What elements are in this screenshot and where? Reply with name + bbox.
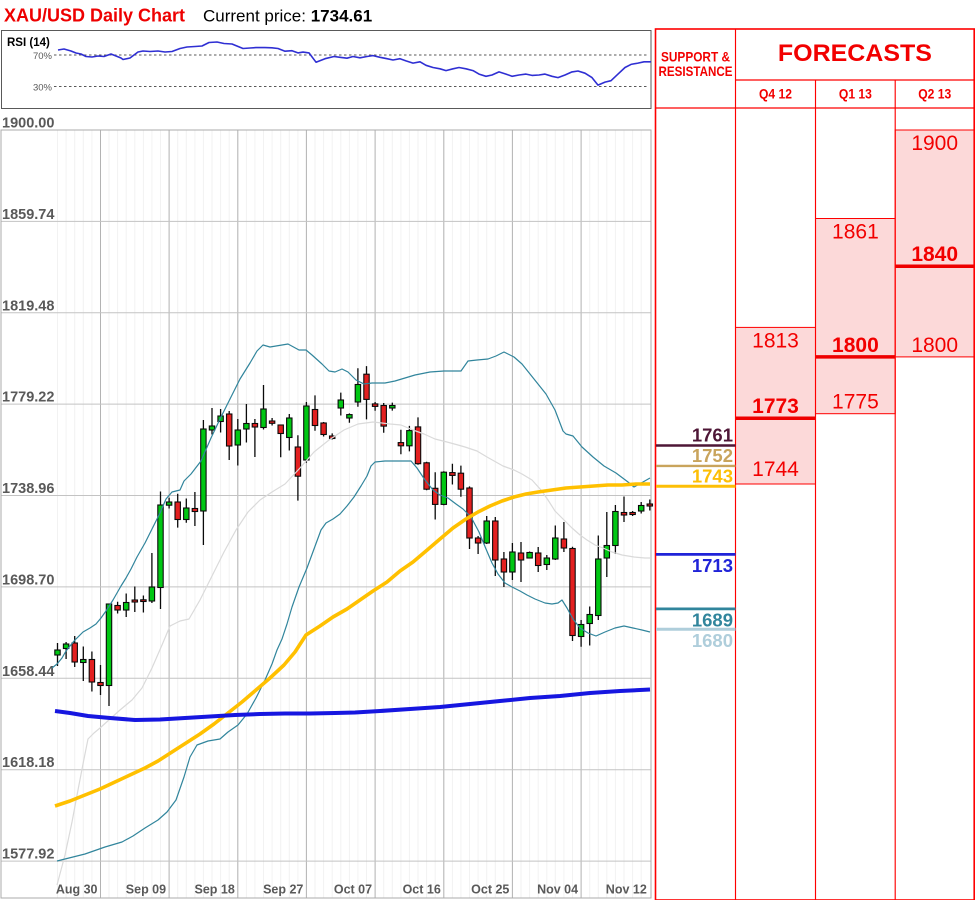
svg-text:1761: 1761 xyxy=(692,425,733,446)
svg-text:Nov 04: Nov 04 xyxy=(537,883,578,897)
svg-text:1618.18: 1618.18 xyxy=(2,755,54,771)
svg-text:Oct 16: Oct 16 xyxy=(403,883,441,897)
svg-text:Sep 18: Sep 18 xyxy=(194,883,234,897)
svg-text:1840: 1840 xyxy=(911,243,958,266)
svg-text:Q4 12: Q4 12 xyxy=(759,86,792,102)
svg-text:Q1 13: Q1 13 xyxy=(839,86,872,102)
svg-text:1859.74: 1859.74 xyxy=(2,207,54,223)
svg-text:Oct 07: Oct 07 xyxy=(334,883,372,897)
svg-text:Oct 25: Oct 25 xyxy=(471,883,509,897)
svg-text:1680: 1680 xyxy=(692,630,733,651)
svg-text:1900: 1900 xyxy=(911,132,958,155)
svg-text:1577.92: 1577.92 xyxy=(2,847,54,863)
svg-text:XAU/USD Daily Chart: XAU/USD Daily Chart xyxy=(4,6,185,26)
svg-text:1738.96: 1738.96 xyxy=(2,481,54,497)
svg-text:Sep 27: Sep 27 xyxy=(263,883,303,897)
svg-text:1773: 1773 xyxy=(752,395,799,418)
svg-text:1744: 1744 xyxy=(752,458,799,481)
svg-text:RSI (14): RSI (14) xyxy=(7,37,50,49)
svg-text:Q2 13: Q2 13 xyxy=(918,86,951,102)
svg-text:1775: 1775 xyxy=(832,391,879,414)
svg-text:1861: 1861 xyxy=(832,221,879,244)
svg-text:1698.70: 1698.70 xyxy=(2,572,54,588)
svg-text:1713: 1713 xyxy=(692,555,733,576)
svg-text:30%: 30% xyxy=(33,83,53,94)
svg-text:70%: 70% xyxy=(33,51,53,62)
svg-text:1900.00: 1900.00 xyxy=(2,116,54,132)
svg-text:SUPPORT &: SUPPORT & xyxy=(661,49,730,65)
svg-text:RESISTANCE: RESISTANCE xyxy=(659,63,733,79)
svg-text:1813: 1813 xyxy=(752,329,799,352)
svg-text:Aug 30: Aug 30 xyxy=(56,883,98,897)
svg-text:Sep 09: Sep 09 xyxy=(126,883,166,897)
svg-text:1800: 1800 xyxy=(832,334,879,357)
svg-text:1689: 1689 xyxy=(692,609,733,630)
svg-text:Nov 12: Nov 12 xyxy=(606,883,647,897)
svg-text:1658.44: 1658.44 xyxy=(2,664,54,680)
svg-text:1779.22: 1779.22 xyxy=(2,390,54,406)
svg-text:1743: 1743 xyxy=(692,465,733,486)
svg-text:1752: 1752 xyxy=(692,445,733,466)
svg-text:1800: 1800 xyxy=(911,334,958,357)
svg-text:1819.48: 1819.48 xyxy=(2,298,54,314)
svg-text:FORECASTS: FORECASTS xyxy=(778,40,932,67)
svg-text:Current price: 1734.61: Current price: 1734.61 xyxy=(203,7,372,26)
